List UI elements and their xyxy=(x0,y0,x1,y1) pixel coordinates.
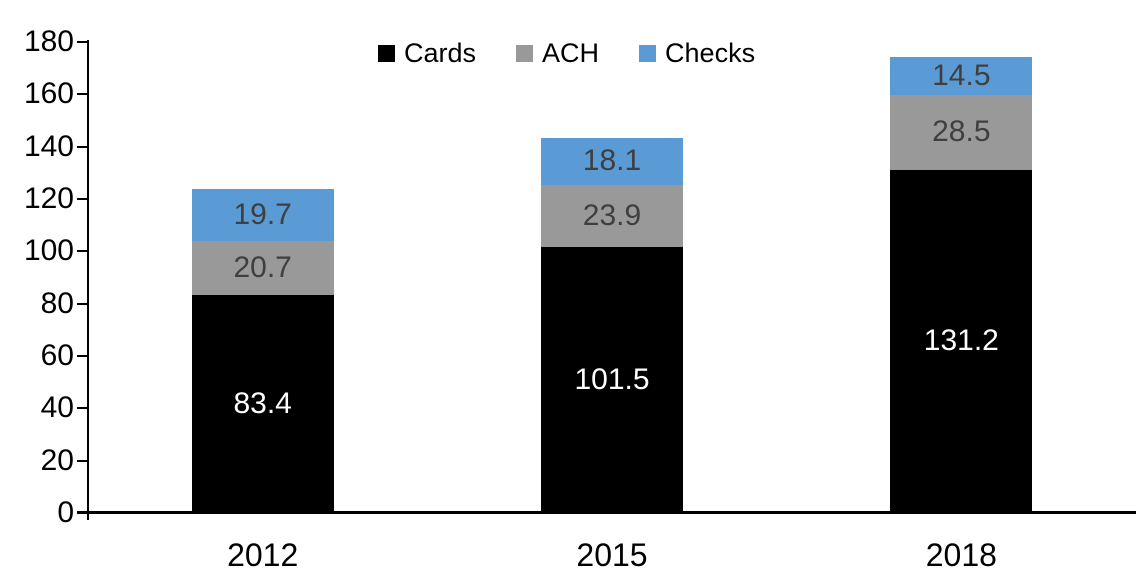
bar-value-label: 83.4 xyxy=(233,386,292,420)
legend-item-ach: ACH xyxy=(516,40,599,67)
legend-swatch-icon xyxy=(516,45,534,62)
bar-segment-ach-2018: 28.5 xyxy=(890,95,1033,170)
y-axis-tick-label: 140 xyxy=(23,129,74,163)
bar-value-label: 14.5 xyxy=(932,59,991,93)
bar-segment-checks-2018: 14.5 xyxy=(890,57,1033,96)
y-axis-tick-label: 60 xyxy=(40,339,74,372)
bar-segment-checks-2015: 18.1 xyxy=(541,137,683,185)
bar-value-label: 101.5 xyxy=(574,363,650,397)
bar-value-label: 131.2 xyxy=(923,324,999,358)
legend-label: Checks xyxy=(665,38,756,68)
x-axis-category-label: 2015 xyxy=(576,537,648,573)
y-axis-tick xyxy=(77,459,88,462)
bar-segment-ach-2015: 23.9 xyxy=(541,184,683,248)
legend-label: Cards xyxy=(404,38,477,68)
y-axis-tick xyxy=(77,302,88,305)
y-axis-tick xyxy=(77,198,88,200)
y-axis-tick-label: 40 xyxy=(40,391,74,425)
y-axis-tick-label: 180 xyxy=(23,25,74,58)
x-axis-origin-tick xyxy=(87,514,89,520)
y-axis-tick xyxy=(77,145,88,148)
y-axis-tick-label: 100 xyxy=(23,234,74,268)
legend-swatch-icon xyxy=(639,45,657,62)
legend-swatch-icon xyxy=(378,45,395,62)
y-axis-tick xyxy=(77,93,88,96)
bar-value-label: 19.7 xyxy=(233,197,292,231)
chart-legend: Cards ACH Checks xyxy=(378,40,755,67)
y-axis-tick-label: 20 xyxy=(40,443,74,477)
bar-segment-ach-2012: 20.7 xyxy=(191,240,334,295)
legend-item-checks: Checks xyxy=(639,40,755,67)
y-axis-tick xyxy=(77,407,88,410)
bar-segment-cards-2018: 131.2 xyxy=(890,169,1033,513)
y-axis-tick xyxy=(77,41,88,43)
y-axis-tick-label: 0 xyxy=(57,496,74,529)
y-axis-tick-label: 80 xyxy=(40,286,74,320)
bar-segment-cards-2015: 101.5 xyxy=(541,247,683,513)
bar-value-label: 18.1 xyxy=(582,144,642,178)
x-axis-category-label: 2012 xyxy=(227,537,299,573)
y-axis-tick-label: 160 xyxy=(23,77,74,111)
x-axis-category-label: 2018 xyxy=(925,537,997,573)
y-axis-tick xyxy=(77,355,88,357)
bar-value-label: 23.9 xyxy=(582,199,642,233)
y-axis-line xyxy=(87,40,89,513)
bar-segment-checks-2012: 19.7 xyxy=(191,189,334,241)
y-axis-tick-label: 120 xyxy=(23,182,74,215)
y-axis-tick xyxy=(77,250,88,253)
bar-value-label: 20.7 xyxy=(233,250,292,284)
bar-segment-cards-2012: 83.4 xyxy=(191,294,334,513)
bar-value-label: 28.5 xyxy=(932,115,991,149)
legend-item-cards: Cards xyxy=(378,40,476,67)
legend-label: ACH xyxy=(542,38,600,68)
